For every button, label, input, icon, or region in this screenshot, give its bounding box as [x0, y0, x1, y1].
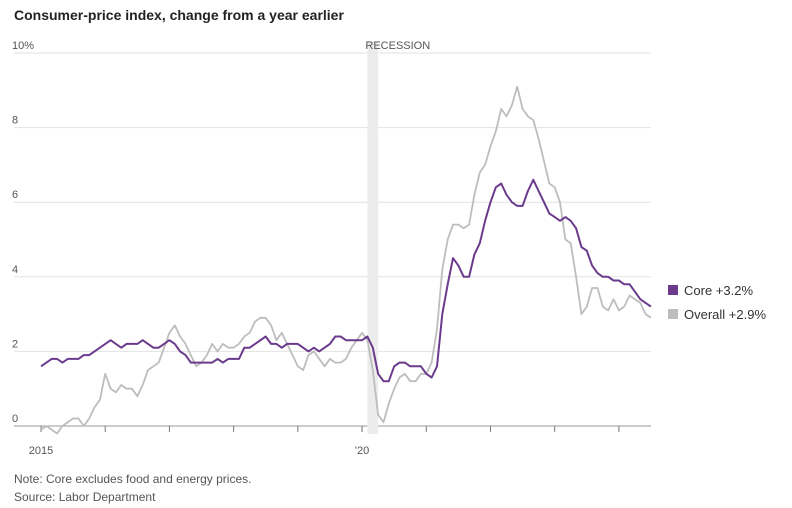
y-tick-label: 8 — [12, 115, 18, 127]
legend-label: Overall +2.9% — [684, 307, 766, 322]
chart-title: Consumer-price index, change from a year… — [14, 7, 344, 23]
x-tick-label: '20 — [355, 445, 369, 457]
y-tick-label: 0 — [12, 413, 18, 425]
y-tick-label: 10% — [12, 40, 34, 52]
series-line-overall — [40, 85, 652, 435]
recession-shading — [367, 41, 379, 434]
series-line-core — [40, 178, 652, 383]
recession-band: RECESSION — [365, 40, 430, 434]
y-tick-label: 4 — [12, 264, 18, 276]
chart-source: Source: Labor Department — [14, 490, 156, 504]
x-axis: 2015 '20 — [29, 426, 620, 457]
series-lines — [40, 85, 652, 435]
y-axis: 10% 8 6 4 2 0 — [12, 40, 34, 425]
x-tick-label: 2015 — [29, 445, 53, 457]
legend-label: Core +3.2% — [684, 283, 753, 298]
grid-lines — [14, 52, 651, 427]
y-tick-label: 2 — [12, 338, 18, 350]
chart-note: Note: Core excludes food and energy pric… — [14, 472, 252, 486]
legend: Core +3.2% Overall +2.9% — [668, 283, 766, 322]
y-tick-label: 6 — [12, 189, 18, 201]
legend-swatch — [668, 285, 678, 295]
legend-swatch — [668, 309, 678, 319]
recession-label: RECESSION — [365, 40, 430, 52]
